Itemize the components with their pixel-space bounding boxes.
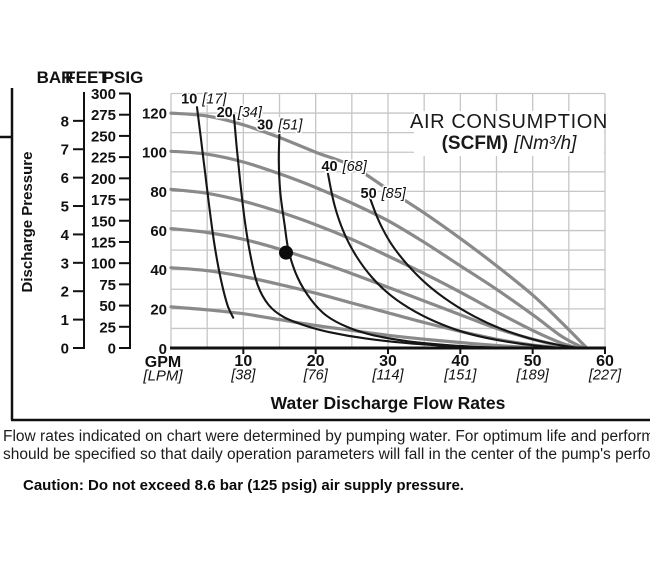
lpm-tick-label: [189] xyxy=(516,368,550,384)
psig-tick-label: 120 xyxy=(142,106,167,123)
lpm-tick-label: [76] xyxy=(303,368,329,384)
gpm-tick-label: 10 xyxy=(234,353,252,370)
air-curve-label-50scfm: 50 [85] xyxy=(361,186,407,202)
chart-title-nm3h: [Nm³/h] xyxy=(514,133,577,155)
chart-title-line1: AIR CONSUMPTION xyxy=(410,111,608,134)
feet-tick-label: 200 xyxy=(91,171,116,188)
bar-tick-label: 7 xyxy=(61,142,69,159)
feet-tick-label: 25 xyxy=(99,319,116,336)
bar-tick-label: 3 xyxy=(61,255,69,272)
bar-tick-label: 2 xyxy=(61,284,69,301)
air-curve-label-20scfm: 20 [34] xyxy=(217,105,263,121)
air-curve-50scfm xyxy=(366,190,580,350)
lpm-tick-label: [151] xyxy=(443,368,477,384)
feet-tick-label: 50 xyxy=(99,298,116,315)
lpm-tick-label: [227] xyxy=(588,368,622,384)
gpm-tick-label: 40 xyxy=(451,353,469,370)
bar-tick-label: 6 xyxy=(61,170,69,187)
bar-tick-label: 4 xyxy=(61,227,70,244)
bar-tick-label: 0 xyxy=(61,341,69,358)
psig-tick-label: 100 xyxy=(142,145,167,162)
feet-tick-label: 225 xyxy=(91,150,116,167)
air-curve-20scfm xyxy=(232,113,487,350)
operating-point-dot xyxy=(279,245,294,260)
feet-tick-label: 125 xyxy=(91,234,116,251)
feet-tick-label: 150 xyxy=(91,213,116,230)
feet-tick-label: 100 xyxy=(91,256,116,273)
air-curve-label-10scfm: 10 [17] xyxy=(181,91,227,107)
performance-curve-100psig xyxy=(169,149,585,350)
gpm-tick-label: 50 xyxy=(524,353,542,370)
bar-tick-label: 8 xyxy=(61,113,69,130)
feet-tick-label: 75 xyxy=(99,277,116,294)
axis-scales: 10[38]20[76]30[114]40[151]50[189]60[227]… xyxy=(61,86,622,383)
gpm-unit-header: GPM xyxy=(145,354,181,371)
performance-curves xyxy=(169,111,589,350)
feet-tick-label: 275 xyxy=(91,107,116,124)
bar-tick-label: 5 xyxy=(61,199,69,216)
air-curve-40scfm xyxy=(326,172,563,350)
gpm-tick-label: 30 xyxy=(379,353,397,370)
air-curve-label-40scfm: 40 [68] xyxy=(321,159,367,175)
psig-tick-label: 40 xyxy=(150,262,167,279)
psig-tick-label: 20 xyxy=(150,301,167,318)
air-curve-label-30scfm: 30 [51] xyxy=(257,118,303,134)
chart-title-line2: (SCFM) [Nm³/h] xyxy=(441,133,577,155)
feet-tick-label: 300 xyxy=(91,86,116,103)
air-consumption-curves xyxy=(195,106,580,350)
lpm-unit-header: [LPM] xyxy=(142,368,183,385)
feet-tick-label: 0 xyxy=(108,341,116,358)
lpm-tick-label: [38] xyxy=(230,368,256,384)
feet-scale-header: FEET xyxy=(65,68,109,87)
bar-scale-header: BAR xyxy=(37,68,74,87)
feet-tick-label: 175 xyxy=(91,192,116,209)
caution-text: Caution: Do not exceed 8.6 bar (125 psig… xyxy=(23,477,464,494)
performance-curve-60psig xyxy=(169,227,575,350)
feet-tick-label: 250 xyxy=(91,128,116,145)
gpm-tick-label: 60 xyxy=(596,353,614,370)
gpm-tick-label: 20 xyxy=(307,353,325,370)
psig-tick-label: 60 xyxy=(150,223,167,240)
performance-curve-20psig xyxy=(169,305,556,350)
footer-note-line-1: Flow rates indicated on chart were deter… xyxy=(3,428,650,445)
lpm-tick-label: [114] xyxy=(371,368,404,384)
psig-tick-label: 0 xyxy=(159,341,167,358)
performance-curve-120psig xyxy=(169,111,589,350)
air-curve-10scfm xyxy=(195,106,235,319)
curve-labels: 10 [17]20 [34]30 [51] 40 [68] 50 [85] xyxy=(180,90,408,260)
psig-scale-header: PSIG xyxy=(103,68,144,87)
chart-title-scfm: (SCFM) xyxy=(441,133,509,155)
air-curve-30scfm xyxy=(277,129,505,350)
psig-tick-label: 80 xyxy=(150,184,167,201)
bar-tick-label: 1 xyxy=(61,312,69,329)
x-axis-title: Water Discharge Flow Rates xyxy=(271,393,506,413)
footer-note-line-2: should be specified so that daily operat… xyxy=(3,446,650,463)
y-axis-title: Discharge Pressure xyxy=(19,152,36,293)
chart-title-box: AIR CONSUMPTION (SCFM) [Nm³/h] xyxy=(410,111,607,156)
